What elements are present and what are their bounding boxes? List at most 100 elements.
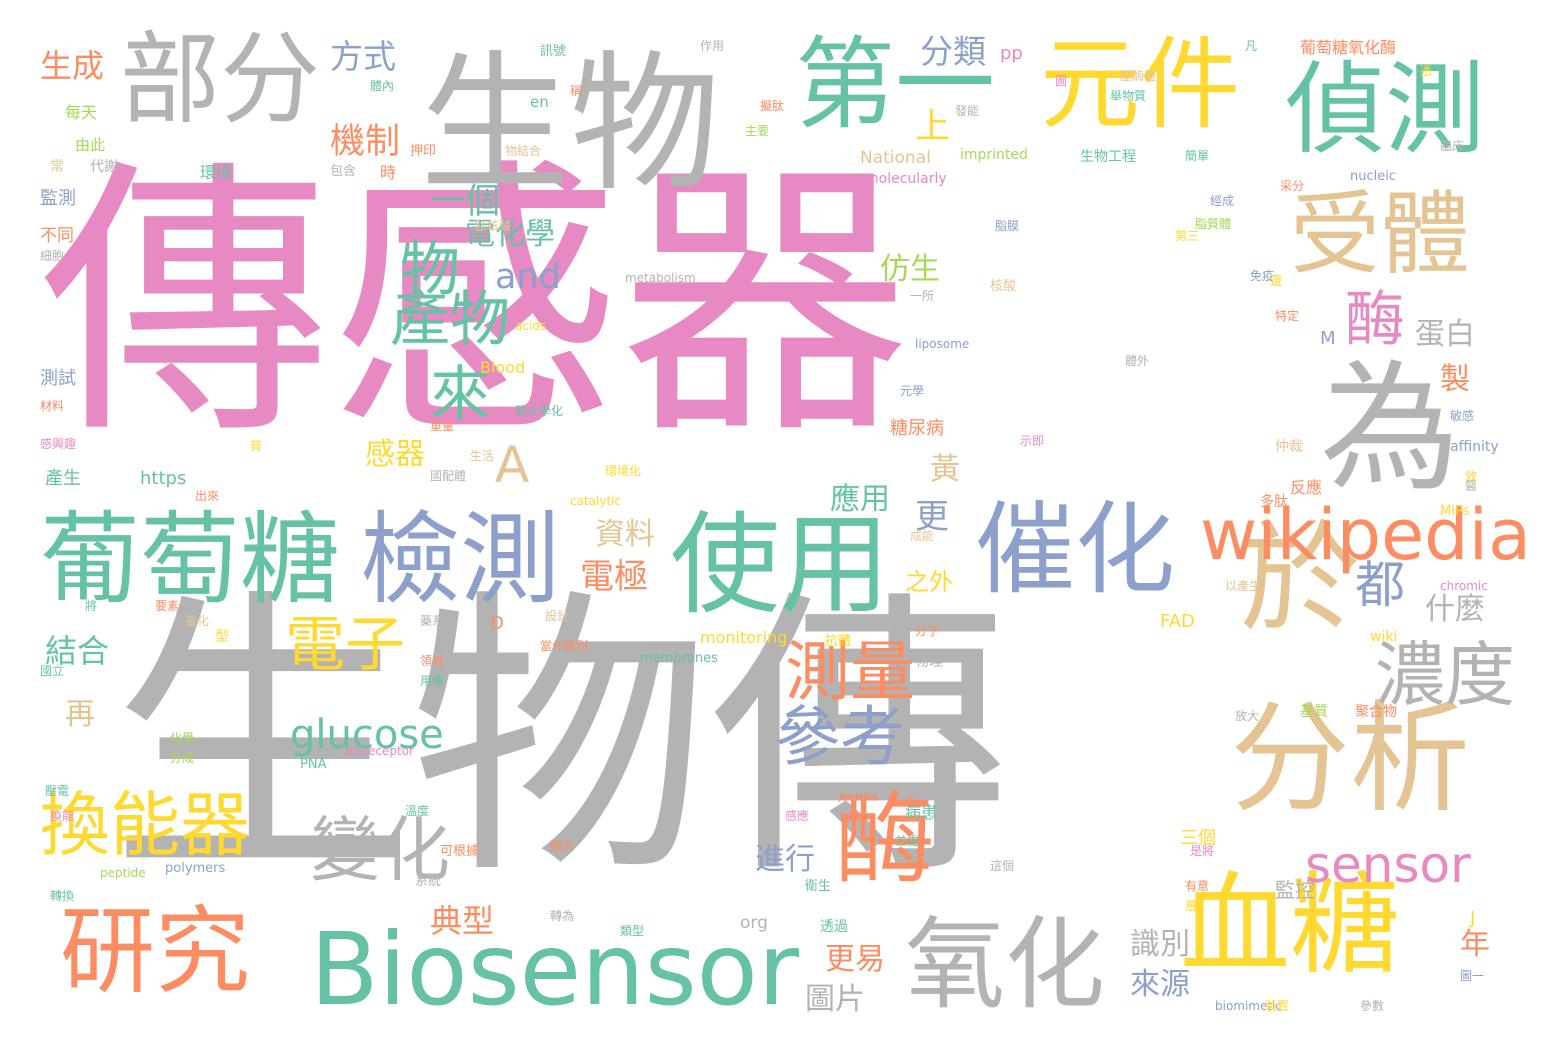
cloud-word: biomimetic (1215, 999, 1283, 1013)
cloud-word: 免疫 (1250, 269, 1275, 283)
cloud-word: 效 (1465, 469, 1478, 483)
cloud-word: 研究 (60, 897, 251, 1007)
cloud-word: 常 (50, 159, 64, 175)
cloud-word: affinity (1450, 439, 1499, 455)
cloud-word: PNA (300, 757, 327, 772)
cloud-word: 可根據 (440, 844, 480, 859)
cloud-word: 型 (215, 629, 229, 645)
cloud-word: 葡萄糖氧化酶 (1300, 38, 1397, 57)
cloud-word: 機制 (330, 122, 401, 162)
cloud-word: 都 (1355, 556, 1405, 614)
cloud-word: 再 (65, 697, 95, 732)
cloud-word: 仿生 (880, 252, 940, 287)
cloud-word: A (495, 436, 530, 494)
cloud-word: 當作識別 (540, 639, 589, 653)
cloud-word: bioreceptor (345, 744, 414, 758)
cloud-word: wiki (1370, 629, 1398, 645)
cloud-word: M (1320, 328, 1336, 349)
cloud-word: 酶 (835, 781, 935, 898)
cloud-word: 年 (1460, 927, 1490, 962)
cloud-word: 電極 (580, 557, 648, 597)
cloud-word: polymers (165, 861, 226, 876)
cloud-word: Blood (480, 358, 526, 377)
cloud-word: MIPs (1440, 504, 1470, 519)
cloud-word: 以產生 (1225, 579, 1262, 593)
cloud-word: 變化 (310, 809, 450, 891)
cloud-word: 示即 (1020, 434, 1045, 448)
cloud-word: 將 (85, 599, 98, 613)
cloud-word: 圖片 (805, 982, 865, 1017)
cloud-word: 酶 (1345, 285, 1405, 355)
cloud-word: 敏感 (1450, 409, 1475, 423)
cloud-word: Biosensor (310, 911, 799, 1028)
cloud-word: 檢測 (360, 501, 560, 618)
cloud-word: 時 (380, 163, 397, 182)
cloud-word: 參考 (775, 700, 906, 775)
cloud-word: 簡單 (1185, 149, 1210, 163)
cloud-word: 顯示 (550, 839, 575, 853)
cloud-word: 藥系 (420, 614, 445, 628)
cloud-word: 體內 (370, 79, 395, 93)
cloud-word: 主要 (745, 124, 770, 138)
cloud-word: 肽核酸 (475, 219, 512, 233)
cloud-word: 每天 (65, 103, 98, 122)
cloud-word: 多肽 (1260, 494, 1288, 510)
cloud-word: 圖 (1055, 74, 1068, 88)
cloud-word: 使用 (670, 501, 890, 629)
cloud-word: 出來 (195, 489, 220, 503)
cloud-word: 特定 (1275, 309, 1300, 323)
cloud-word: 病患 (905, 803, 938, 822)
cloud-word: acids (515, 319, 547, 333)
cloud-word: 壓電 (45, 784, 70, 798)
cloud-word: 聚合物 (1355, 704, 1397, 720)
cloud-word: 更易 (825, 942, 885, 977)
cloud-word: nucleic (1350, 169, 1396, 184)
cloud-word: membranes (640, 651, 718, 666)
cloud-word: FAD (1160, 611, 1195, 632)
cloud-word: 經成 (1210, 194, 1235, 208)
cloud-word: 於 (1240, 510, 1360, 649)
cloud-word: 層 (1185, 899, 1198, 913)
cloud-word: 生活 (470, 449, 495, 463)
cloud-word: 圖一 (1460, 969, 1485, 983)
cloud-word: 資料 (595, 517, 655, 552)
cloud-word: molecularly (865, 171, 947, 187)
cloud-word: 國配體 (430, 469, 467, 483)
cloud-word: metabolism (625, 271, 696, 285)
cloud-word: 部分 (120, 21, 320, 138)
cloud-word: J (1470, 908, 1476, 929)
cloud-word: 代謝 (90, 159, 118, 175)
cloud-word: 換能器 (40, 784, 250, 866)
cloud-word: 質 (250, 439, 263, 453)
cloud-word: 感應 (785, 809, 810, 823)
cloud-word: 傳感器 (40, 136, 910, 473)
cloud-word: https (140, 468, 187, 489)
cloud-word: 成能 (910, 529, 935, 543)
cloud-word: 采分 (1280, 179, 1305, 193)
cloud-word: 換能 (50, 809, 75, 823)
cloud-word: 訊號 (540, 44, 567, 59)
cloud-word: 環境 (200, 163, 233, 182)
cloud-word: 生成 (40, 47, 105, 85)
cloud-word: 蛋白 (1415, 317, 1475, 352)
cloud-word: 結合 (45, 632, 110, 670)
cloud-word: 偵測 (1285, 51, 1485, 168)
cloud-word: en (530, 93, 549, 111)
cloud-word: 領域 (420, 654, 445, 668)
cloud-word: 為 (1320, 348, 1461, 511)
cloud-word: 細胞 (40, 249, 65, 263)
cloud-word: 第一 (795, 26, 995, 143)
cloud-word: 電子 (285, 610, 405, 680)
cloud-word: aptamer (830, 789, 882, 803)
cloud-word: 分析 (1230, 690, 1470, 829)
cloud-word: 轉換 (50, 889, 75, 903)
cloud-word: 感器 (365, 437, 425, 472)
cloud-word: 擬肽 (760, 99, 785, 113)
cloud-word: catalytic (570, 494, 622, 508)
cloud-word: 由此 (75, 136, 106, 154)
cloud-word: 來 (430, 360, 490, 430)
cloud-word: imprinted (960, 147, 1028, 163)
cloud-word: 仲裁 (1275, 439, 1303, 455)
cloud-word: 物 (400, 235, 460, 305)
cloud-word: 發能 (955, 104, 980, 118)
